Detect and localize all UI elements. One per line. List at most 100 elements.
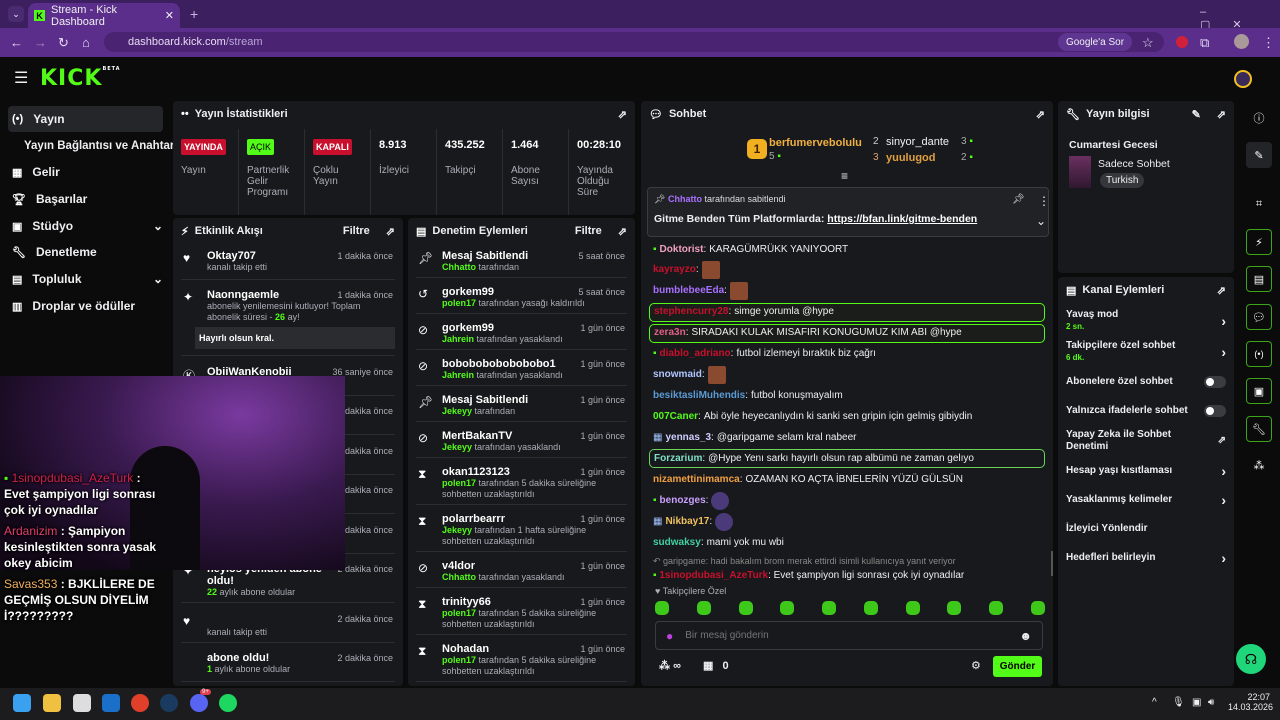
edit-icon[interactable]: ✎	[1191, 108, 1201, 121]
channel-action-item[interactable]: Abonelere özel sohbet	[1066, 371, 1226, 393]
log-icon[interactable]: ▤	[1246, 266, 1272, 292]
emote-button[interactable]	[863, 601, 878, 615]
clock[interactable]: 22:07 14.03.2026	[1228, 692, 1273, 712]
chat-username[interactable]: sudwaksy	[653, 536, 701, 548]
reload-icon[interactable]: ↻	[58, 35, 69, 50]
sidebar-item-basarilar[interactable]: 🏆︎ Başarılar	[8, 186, 163, 212]
message-input[interactable]	[685, 630, 1008, 641]
chat-username[interactable]: yennas_3	[665, 431, 712, 443]
sidebar-item-droplar[interactable]: ▥ Droplar ve ödüller	[8, 293, 163, 319]
edit-layout-icon[interactable]: ✎	[1246, 142, 1272, 168]
collapse-leaderboard-icon[interactable]: ≡	[841, 169, 849, 183]
focus-icon[interactable]: ⌗	[1255, 197, 1263, 210]
leaderboard-user[interactable]: berfumervebolulu	[769, 137, 862, 149]
leaderboard-user[interactable]: sinyor_dante	[886, 136, 949, 148]
moderation-item[interactable]: ⧗ Nohadan 1 gün önce polen17 tarafından 5 d…	[416, 639, 627, 682]
channel-action-item[interactable]: Yalnızca ifadelerle sohbet	[1066, 400, 1226, 422]
url-field[interactable]: dashboard.kick.com/stream	[104, 32, 1164, 52]
filter-button[interactable]: Filtre	[342, 225, 370, 237]
more-options-icon[interactable]: ⋮	[1038, 194, 1050, 208]
moderation-item[interactable]: ⧗ trinityy66 1 gün önce polen17 tarafından …	[416, 592, 627, 635]
sidebar-item-yayin[interactable]: (•) Yayın	[8, 106, 163, 132]
broadcast-icon[interactable]: (•)	[1246, 341, 1272, 367]
info-icon[interactable]: ⓘ	[1253, 113, 1265, 125]
outlook-icon[interactable]	[102, 694, 120, 712]
network-icon[interactable]: ▣	[1192, 697, 1202, 708]
windows-start-icon[interactable]	[13, 694, 31, 712]
chat-username[interactable]: kayrayzo	[653, 264, 696, 276]
filter-button[interactable]: Filtre	[574, 225, 602, 237]
chat-bubble-icon[interactable]: 💬︎	[1246, 304, 1272, 330]
channel-action-item[interactable]: Takipçilere özel sohbet 6 dk. ›	[1066, 340, 1226, 364]
extension-icon[interactable]	[1176, 36, 1188, 48]
store-icon[interactable]	[73, 694, 91, 712]
channel-points[interactable]: ⁂ ∞	[659, 659, 681, 672]
chat-username[interactable]: Doktorist	[659, 243, 704, 255]
shop-button[interactable]: ▦ 0	[703, 659, 729, 672]
microphone-tray-icon[interactable]: 🎙︎	[1172, 697, 1185, 708]
channel-action-item[interactable]: Hesap yaşı kısıtlaması ›	[1066, 460, 1226, 482]
chat-username[interactable]: zera3n	[654, 327, 686, 339]
user-avatar[interactable]	[1234, 70, 1252, 88]
channel-action-item[interactable]: Yapay Zeka ile Sohbet Denetimi ⇗	[1066, 429, 1226, 453]
pinned-link[interactable]: https://bfan.link/gitme-benden	[827, 213, 978, 225]
discord-icon[interactable]: 9+	[190, 689, 211, 712]
chat-username[interactable]: benozges	[659, 494, 706, 506]
emote-button[interactable]	[822, 601, 837, 615]
volume-icon[interactable]: 🔊︎	[1208, 697, 1215, 708]
activity-item[interactable]: ♥ 2 dakika önce kanalı takip etti	[181, 609, 395, 643]
moderation-item[interactable]: ⊘ bobobobobobobobo1 1 gün önce Jahrein tara…	[416, 354, 627, 386]
emote-button[interactable]	[780, 601, 795, 615]
support-headset-button[interactable]: ☊	[1236, 644, 1266, 674]
emote-button[interactable]	[738, 601, 753, 615]
chat-username[interactable]: 1sinopdubasi_AzeTurk	[659, 570, 769, 581]
popout-icon[interactable]: ⇗	[385, 225, 395, 238]
popout-icon[interactable]: ⇗	[1035, 108, 1045, 121]
browser-tab[interactable]: K Stream - Kick Dashboard ✕	[28, 3, 180, 28]
steam-icon[interactable]	[160, 694, 178, 712]
channel-action-item[interactable]: Hedefleri belirleyin ›	[1066, 547, 1226, 569]
expand-chevron-icon[interactable]: ⌄	[1036, 214, 1047, 228]
chat-username[interactable]: Nikbay17	[665, 515, 710, 527]
channel-action-item[interactable]: Yavaş mod 2 sn. ›	[1066, 309, 1226, 333]
lightning-icon[interactable]: ⚡︎	[1246, 229, 1272, 255]
sidebar-item-denetleme[interactable]: 🔧︎ Denetleme	[8, 239, 163, 265]
chat-scrollbar[interactable]	[1051, 551, 1053, 576]
chat-username[interactable]: Forzarium	[654, 452, 703, 464]
moderation-item[interactable]: ⊘ v4ldor 1 gün önce Chhatto tarafından yasa…	[416, 556, 627, 588]
emote-button[interactable]	[1030, 601, 1045, 615]
close-tab-icon[interactable]: ✕	[164, 10, 174, 22]
chat-username[interactable]: snowmaid	[653, 369, 702, 381]
channel-actions-icon[interactable]: ▣	[1246, 378, 1272, 404]
sidebar-item-stream-key[interactable]: Yayın Bağlantısı ve Anahtarı	[8, 133, 178, 159]
points-icon[interactable]: ⁂	[1253, 459, 1265, 472]
moderation-item[interactable]: ⊘ MertBakanTV 1 gün önce Jekeyy tarafından …	[416, 426, 627, 458]
activity-item[interactable]: ✦ Naonngaemle 1 dakika önce abonelik yenile…	[181, 285, 395, 357]
tab-search-button[interactable]: ⌄	[8, 6, 24, 22]
chat-username[interactable]: nizamettinimamca	[653, 473, 740, 485]
new-tab-button[interactable]: +	[190, 6, 199, 22]
home-icon[interactable]: ⌂	[82, 35, 90, 50]
browser-menu-icon[interactable]: ⋮	[1262, 35, 1275, 50]
hamburger-menu-icon[interactable]: ☰	[14, 70, 29, 87]
activity-item[interactable]: ♥ Oktay707 1 dakika önce kanalı takip etti	[181, 246, 395, 280]
popout-icon[interactable]: ⇗	[1216, 284, 1226, 297]
toggle-switch[interactable]	[1204, 376, 1226, 388]
popout-icon[interactable]: ⇗	[617, 108, 627, 121]
channel-action-item[interactable]: Yasaklanmış kelimeler ›	[1066, 489, 1226, 511]
send-button[interactable]: Gönder	[993, 656, 1042, 677]
wrench-icon[interactable]: 🔧︎	[1246, 416, 1272, 442]
emote-button[interactable]	[989, 601, 1004, 615]
emoji-icon[interactable]: ☻	[1019, 628, 1032, 643]
emote-button[interactable]	[655, 601, 669, 615]
back-icon[interactable]: ←	[10, 35, 23, 50]
sidebar-item-gelir[interactable]: ▦ Gelir	[8, 159, 163, 185]
chrome-icon[interactable]	[131, 694, 149, 712]
popout-icon[interactable]: ⇗	[617, 225, 627, 238]
spotify-icon[interactable]	[219, 694, 237, 712]
toggle-switch[interactable]	[1204, 405, 1226, 417]
emote-button[interactable]	[947, 601, 962, 615]
category-name[interactable]: Sadece Sohbet	[1098, 158, 1170, 170]
kick-logo[interactable]: KICKBETA	[40, 66, 121, 91]
popout-icon[interactable]: ⇗	[1216, 108, 1226, 121]
